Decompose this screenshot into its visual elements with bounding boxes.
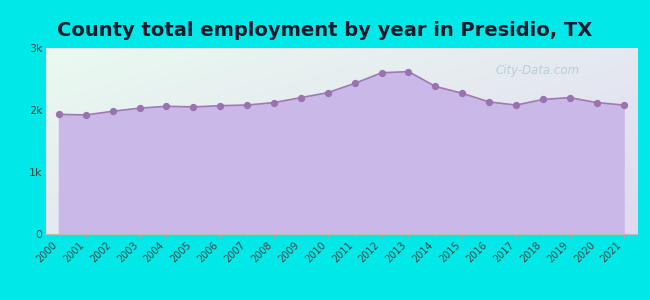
Point	[161, 104, 172, 109]
Point	[511, 103, 521, 107]
Point	[135, 106, 145, 110]
Point	[81, 112, 91, 117]
Text: City-Data.com: City-Data.com	[495, 64, 579, 77]
Point	[538, 97, 548, 102]
Point	[269, 100, 280, 105]
Point	[457, 91, 467, 96]
Point	[565, 95, 575, 100]
Point	[618, 103, 629, 107]
Point	[296, 95, 306, 100]
Point	[107, 109, 118, 114]
Point	[188, 104, 198, 109]
Point	[430, 84, 441, 89]
Point	[350, 81, 360, 86]
Text: County total employment by year in Presidio, TX: County total employment by year in Presi…	[57, 21, 593, 40]
Point	[54, 112, 64, 117]
Point	[242, 103, 252, 107]
Point	[215, 103, 226, 108]
Point	[376, 70, 387, 75]
Point	[322, 90, 333, 95]
Point	[484, 100, 494, 104]
Point	[403, 69, 413, 74]
Point	[592, 100, 602, 105]
